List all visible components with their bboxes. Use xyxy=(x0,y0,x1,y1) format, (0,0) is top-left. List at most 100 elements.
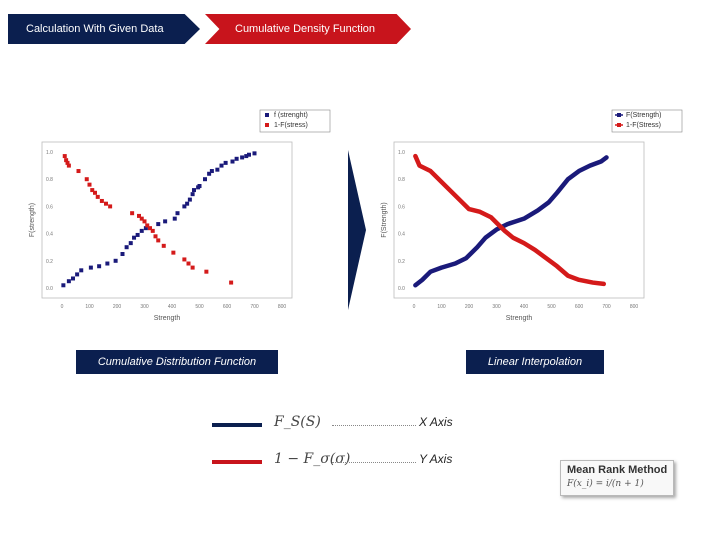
legend-series-label: F(Strength) xyxy=(626,112,661,119)
y-tick-label: 0.4 xyxy=(398,232,405,238)
legend-line-red xyxy=(212,460,262,464)
y-tick-label: 0.0 xyxy=(398,286,405,292)
data-point xyxy=(95,194,100,199)
data-point xyxy=(148,226,152,231)
formula-stress: 1 − F_σ(σ) xyxy=(274,451,351,467)
data-point xyxy=(142,219,147,224)
x-tick-label: 500 xyxy=(547,304,556,310)
data-point xyxy=(163,219,168,224)
data-point xyxy=(132,235,137,240)
data-point xyxy=(66,279,71,284)
series-line xyxy=(413,155,609,288)
data-point xyxy=(219,163,224,168)
x-tick-label: 400 xyxy=(520,304,529,310)
cdf-scatter-chart: F(strength) Strength 0.0 0.2 0.4 0.6 0.8 1.0 0 10… xyxy=(29,109,331,322)
legend-dotted-line xyxy=(332,425,416,426)
y-tick-label: 0.4 xyxy=(46,232,53,238)
x-tick-label: 700 xyxy=(602,304,611,310)
legend-series-label: f (strenght) xyxy=(274,112,308,119)
tab-label: Calculation With Given Data xyxy=(26,23,164,35)
legend-marker xyxy=(617,113,621,117)
data-point xyxy=(137,213,141,218)
legend-marker xyxy=(617,123,621,127)
data-point xyxy=(99,198,104,203)
data-point xyxy=(75,272,80,277)
interpolation-caption-text: Linear Interpolation xyxy=(487,356,583,368)
x-tick-label: 500 xyxy=(195,304,204,310)
data-point xyxy=(252,151,257,156)
data-point xyxy=(66,163,71,168)
data-point xyxy=(185,201,190,206)
y-tick-label: 0.8 xyxy=(46,177,53,183)
data-point xyxy=(108,204,113,209)
y-tick-label: 1.0 xyxy=(398,150,405,156)
legend-box xyxy=(259,109,331,133)
data-point xyxy=(105,261,110,266)
mean-rank-box: Mean Rank Method F(x_i) = i/(n + 1) xyxy=(560,460,674,496)
data-point xyxy=(139,216,144,221)
mean-rank-formula: F(x_i) = i/(n + 1) xyxy=(567,479,644,489)
data-point xyxy=(87,182,92,187)
data-point xyxy=(182,257,187,262)
x-tick-label: 300 xyxy=(140,304,149,310)
y-axis-label: F(strength) xyxy=(29,203,36,237)
data-point xyxy=(76,169,81,174)
legend-dotted-line xyxy=(332,462,416,463)
y-tick-label: 0.2 xyxy=(398,259,405,265)
legend-series-label: 1-F(Stress) xyxy=(626,122,661,129)
data-point xyxy=(230,159,235,164)
data-point xyxy=(130,211,135,216)
y-tick-label: 0.6 xyxy=(46,204,53,210)
x-tick-label: 600 xyxy=(223,304,232,310)
data-point xyxy=(215,167,220,172)
data-point xyxy=(190,192,195,197)
data-point xyxy=(207,171,212,176)
x-tick-label: 100 xyxy=(437,304,446,310)
data-point xyxy=(104,201,108,206)
y-tick-label: 1.0 xyxy=(46,150,53,156)
data-point xyxy=(64,158,69,163)
y-tick-label: 0.2 xyxy=(46,259,53,265)
data-point xyxy=(97,264,102,269)
data-point xyxy=(161,243,166,248)
data-point xyxy=(65,160,70,165)
data-point xyxy=(128,241,133,246)
legend-line-navy xyxy=(212,423,262,427)
data-point xyxy=(139,228,144,233)
y-axis-label: F(Strength) xyxy=(381,202,388,237)
arrow-right-icon xyxy=(348,150,366,310)
data-point xyxy=(209,169,214,174)
series-line xyxy=(413,153,606,287)
data-point xyxy=(145,223,150,228)
data-point xyxy=(93,190,97,195)
legend-formula: F_S(S) xyxy=(274,414,321,430)
legend-axis-label: Y Axis xyxy=(419,452,453,466)
interpolation-caption: Linear Interpolation xyxy=(466,350,604,374)
data-point xyxy=(172,216,177,221)
data-point xyxy=(182,204,187,209)
data-point xyxy=(197,184,202,188)
x-tick-label: 700 xyxy=(250,304,259,310)
data-point xyxy=(135,232,140,237)
legend-formula: 1 − F_σ(σ) xyxy=(274,451,350,467)
data-point xyxy=(143,226,148,231)
legend-box xyxy=(611,109,683,133)
plot-frame xyxy=(41,141,293,299)
legend-marker xyxy=(265,113,269,117)
x-tick-label: 300 xyxy=(492,304,501,310)
data-point xyxy=(190,265,195,270)
tab-cumulative-density-function[interactable]: Cumulative Density Function xyxy=(205,14,411,44)
data-point xyxy=(124,245,129,250)
x-tick-label: 200 xyxy=(113,304,122,310)
data-point xyxy=(113,258,118,263)
cdf-caption-text: Cumulative Distribution Function xyxy=(97,356,257,368)
x-tick-label: 0 xyxy=(61,304,64,310)
tab-calculation-with-given-data[interactable]: Calculation With Given Data xyxy=(8,14,200,44)
data-point xyxy=(153,234,158,239)
tab-label: Cumulative Density Function xyxy=(235,23,376,35)
plot-frame xyxy=(393,141,645,299)
data-point xyxy=(244,154,249,159)
x-tick-label: 600 xyxy=(575,304,584,310)
y-tick-label: 0.6 xyxy=(398,204,405,210)
x-tick-label: 200 xyxy=(465,304,474,310)
